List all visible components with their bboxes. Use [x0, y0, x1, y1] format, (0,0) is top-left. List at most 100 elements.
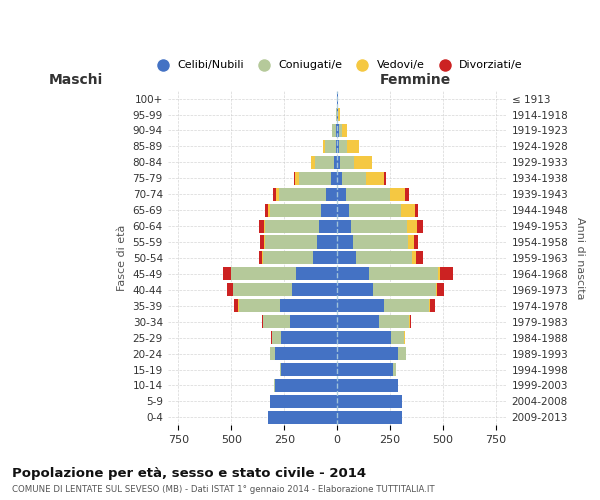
Bar: [379, 315, 409, 328]
Bar: [337, 299, 384, 312]
Bar: [332, 124, 336, 137]
Text: Femmine: Femmine: [380, 74, 451, 88]
Bar: [356, 252, 412, 264]
Bar: [430, 299, 435, 312]
Text: Popolazione per età, sesso e stato civile - 2014: Popolazione per età, sesso e stato civil…: [12, 468, 366, 480]
Bar: [271, 395, 337, 408]
Bar: [263, 315, 290, 328]
Bar: [410, 315, 411, 328]
Bar: [280, 363, 281, 376]
Bar: [335, 140, 337, 153]
Bar: [292, 284, 337, 296]
Bar: [337, 268, 369, 280]
Bar: [272, 188, 277, 201]
Bar: [272, 331, 281, 344]
Bar: [265, 204, 268, 216]
Bar: [391, 331, 404, 344]
Bar: [223, 268, 230, 280]
Bar: [337, 172, 342, 185]
Bar: [319, 220, 337, 232]
Bar: [281, 363, 337, 376]
Bar: [317, 236, 337, 248]
Text: COMUNE DI LENTATE SUL SEVESO (MB) - Dati ISTAT 1° gennaio 2014 - Elaborazione TU: COMUNE DI LENTATE SUL SEVESO (MB) - Dati…: [12, 486, 434, 494]
Bar: [271, 347, 275, 360]
Bar: [322, 204, 337, 216]
Bar: [296, 268, 337, 280]
Bar: [281, 331, 337, 344]
Bar: [416, 220, 422, 232]
Bar: [440, 268, 453, 280]
Bar: [230, 268, 231, 280]
Bar: [337, 156, 340, 169]
Bar: [262, 252, 263, 264]
Bar: [315, 156, 334, 169]
Bar: [340, 140, 347, 153]
Bar: [438, 268, 440, 280]
Bar: [325, 140, 335, 153]
Bar: [351, 220, 407, 232]
Bar: [337, 315, 379, 328]
Bar: [436, 284, 437, 296]
Bar: [268, 411, 337, 424]
Bar: [354, 156, 372, 169]
Bar: [406, 188, 409, 201]
Bar: [337, 188, 346, 201]
Bar: [263, 252, 313, 264]
Bar: [337, 204, 349, 216]
Bar: [337, 236, 353, 248]
Bar: [337, 363, 394, 376]
Bar: [295, 172, 299, 185]
Bar: [260, 236, 265, 248]
Bar: [408, 236, 413, 248]
Y-axis label: Anni di nascita: Anni di nascita: [575, 216, 585, 299]
Bar: [369, 268, 438, 280]
Bar: [342, 124, 347, 137]
Bar: [268, 204, 271, 216]
Bar: [259, 252, 262, 264]
Bar: [235, 299, 238, 312]
Bar: [265, 220, 319, 232]
Bar: [416, 252, 423, 264]
Bar: [275, 379, 337, 392]
Bar: [275, 347, 337, 360]
Bar: [384, 299, 430, 312]
Bar: [337, 331, 391, 344]
Bar: [337, 284, 373, 296]
Bar: [271, 204, 322, 216]
Bar: [340, 156, 354, 169]
Bar: [280, 299, 337, 312]
Bar: [349, 204, 401, 216]
Bar: [346, 188, 389, 201]
Bar: [337, 347, 398, 360]
Bar: [337, 379, 398, 392]
Bar: [290, 315, 337, 328]
Bar: [338, 108, 340, 121]
Bar: [353, 236, 408, 248]
Bar: [233, 284, 292, 296]
Bar: [389, 188, 406, 201]
Bar: [339, 124, 342, 137]
Bar: [227, 284, 233, 296]
Bar: [337, 395, 402, 408]
Bar: [366, 172, 384, 185]
Bar: [262, 315, 263, 328]
Bar: [337, 124, 339, 137]
Bar: [337, 220, 351, 232]
Bar: [415, 204, 418, 216]
Bar: [337, 108, 338, 121]
Bar: [331, 172, 337, 185]
Bar: [337, 411, 403, 424]
Bar: [413, 236, 418, 248]
Bar: [412, 252, 416, 264]
Bar: [239, 299, 280, 312]
Bar: [264, 220, 265, 232]
Bar: [323, 140, 325, 153]
Bar: [313, 252, 337, 264]
Bar: [437, 284, 445, 296]
Y-axis label: Fasce di età: Fasce di età: [117, 225, 127, 291]
Bar: [394, 363, 396, 376]
Bar: [398, 347, 406, 360]
Bar: [265, 236, 317, 248]
Bar: [334, 156, 337, 169]
Bar: [373, 284, 436, 296]
